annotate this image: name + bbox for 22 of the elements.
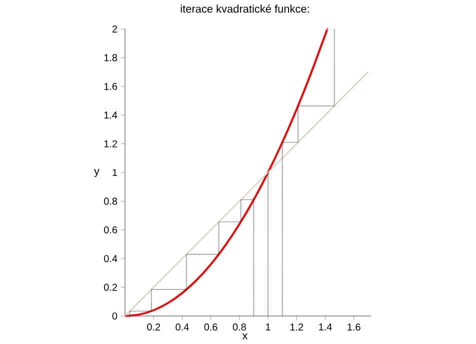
y-tick-label: 1.4 — [104, 112, 118, 119]
x-tick-label: 1.6 — [348, 324, 360, 331]
y-tick-label: 1 — [112, 169, 118, 176]
x-tick-label: 0.8 — [232, 324, 246, 331]
x-tick-label: 1.4 — [319, 324, 332, 330]
y-tick-label: 0.4 — [104, 255, 118, 262]
x-axis-title: x — [242, 334, 248, 340]
y-tick-label: 1.2 — [104, 140, 117, 148]
y-tick-label: 2 — [112, 26, 117, 32]
x-tick-label: 1.2 — [290, 324, 304, 330]
y-tick-label: 0.6 — [104, 226, 118, 234]
y-axis-title: y — [94, 168, 100, 178]
x-tick-label: 0.6 — [204, 324, 218, 331]
y-tick-label: 1.6 — [104, 82, 118, 90]
y-tick-label: 1.8 — [104, 54, 118, 62]
y-tick-label: 0 — [112, 312, 118, 320]
x-tick-label: 0.4 — [176, 324, 189, 331]
chart-title: iterace kvadratické funkce: — [180, 4, 309, 13]
y-tick-label: 0.2 — [104, 284, 117, 291]
x-tick-label: 1 — [266, 324, 270, 330]
x-tick-label: 0.2 — [147, 324, 160, 331]
y-tick-label: 0.8 — [104, 198, 118, 205]
